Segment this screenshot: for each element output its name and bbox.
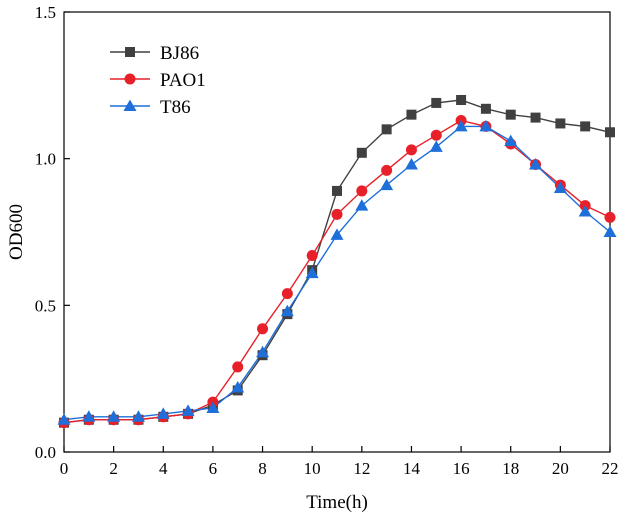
data-point-bj86 [431, 97, 442, 108]
data-point-t86 [57, 413, 71, 425]
data-point-pao1 [381, 164, 393, 176]
data-point-bj86 [480, 103, 491, 114]
data-point-t86 [603, 225, 617, 237]
data-point-bj86 [356, 147, 367, 158]
series-line-t86 [63, 125, 611, 421]
x-axis-title: Time(h) [306, 492, 368, 513]
data-point-t86 [231, 380, 245, 393]
data-point-t86 [553, 181, 567, 193]
data-point-pao1 [604, 211, 616, 223]
series-markers [57, 95, 617, 429]
data-point-pao1 [281, 288, 293, 300]
data-point-t86 [256, 345, 270, 358]
legend-marker-bj86 [125, 47, 135, 57]
x-tick-label: 4 [159, 459, 168, 478]
legend-marker-pao1 [124, 73, 136, 85]
data-point-bj86 [332, 185, 342, 196]
series-line-bj86 [63, 99, 611, 424]
data-point-pao1 [232, 361, 244, 373]
data-point-t86 [181, 404, 195, 416]
x-tick-label: 2 [109, 459, 118, 478]
series-line-pao1 [63, 119, 611, 424]
data-point-t86 [380, 178, 394, 191]
data-point-t86 [429, 140, 443, 152]
data-point-bj86 [456, 95, 467, 105]
data-point-t86 [330, 228, 344, 240]
data-point-t86 [305, 266, 319, 279]
data-point-pao1 [430, 129, 442, 141]
x-tick-label: 6 [209, 459, 218, 478]
data-point-t86 [156, 407, 170, 419]
data-point-t86 [355, 199, 369, 211]
data-point-bj86 [605, 127, 615, 138]
y-tick-label: 1.5 [35, 3, 56, 22]
data-point-t86 [280, 304, 294, 317]
y-tick-label: 0.0 [35, 443, 56, 462]
data-point-t86 [82, 410, 96, 422]
x-tick-label: 18 [502, 459, 519, 478]
data-point-t86 [504, 134, 518, 147]
series-lines [63, 99, 611, 424]
data-point-bj86 [381, 124, 392, 135]
data-point-t86 [107, 410, 121, 422]
data-point-t86 [206, 401, 220, 413]
data-point-t86 [529, 158, 543, 170]
x-tick-label: 0 [60, 459, 69, 478]
data-point-bj86 [505, 109, 516, 120]
legend-label-bj86: BJ86 [160, 43, 199, 64]
y-tick-label: 0.5 [35, 296, 56, 315]
x-tick-label: 10 [304, 459, 321, 478]
y-axis-title: OD600 [6, 204, 27, 260]
axis-ticks: 0 2 4 6 8 10 12 14 16 18 20 22 0.0 0.5 1.0 1.5 [35, 3, 619, 478]
data-point-pao1 [356, 185, 368, 197]
legend-label-t86: T86 [160, 97, 191, 118]
data-point-t86 [404, 158, 418, 170]
data-point-pao1 [257, 323, 269, 335]
data-point-t86 [578, 204, 592, 217]
data-point-bj86 [530, 112, 541, 123]
data-point-bj86 [555, 118, 566, 129]
x-tick-label: 16 [453, 459, 470, 478]
legend-label-pao1: PAO1 [160, 70, 206, 91]
data-point-bj86 [580, 121, 591, 132]
legend-marker-t86 [123, 99, 137, 111]
data-point-t86 [454, 119, 468, 132]
legend: BJ86 PAO1 T86 [110, 43, 206, 118]
data-point-t86 [131, 410, 145, 422]
data-point-pao1 [405, 144, 417, 156]
x-tick-label: 20 [552, 459, 569, 478]
x-tick-label: 8 [258, 459, 267, 478]
data-point-pao1 [306, 249, 318, 261]
data-point-pao1 [331, 208, 343, 220]
data-point-t86 [479, 119, 493, 132]
data-point-bj86 [406, 109, 417, 120]
x-tick-label: 22 [602, 459, 619, 478]
x-tick-label: 12 [353, 459, 370, 478]
y-tick-label: 1.0 [35, 150, 56, 169]
x-tick-label: 14 [403, 459, 421, 478]
